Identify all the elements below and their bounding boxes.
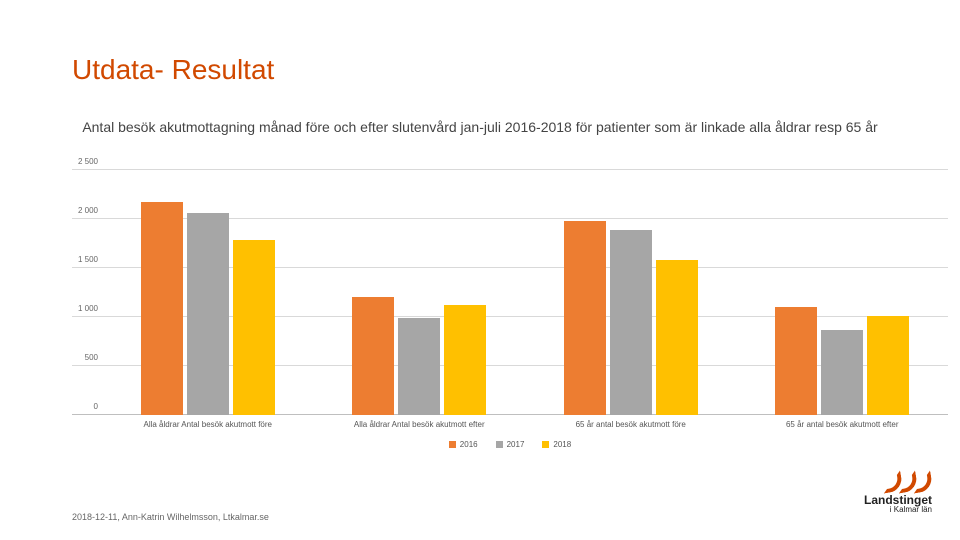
chart-groups: Alla åldrar Antal besök akutmott föreAll… [102, 170, 948, 415]
legend-swatch [449, 441, 456, 448]
bar [352, 297, 394, 415]
chart: 05001 0001 5002 0002 500Alla åldrar Anta… [72, 170, 948, 455]
footer-text: 2018-12-11, Ann-Katrin Wilhelmsson, Ltka… [72, 512, 269, 522]
page-title: Utdata- Resultat [72, 54, 274, 86]
bar-cluster [141, 170, 275, 415]
bar-cluster [352, 170, 486, 415]
legend-label: 2016 [460, 440, 478, 449]
legend-swatch [542, 441, 549, 448]
chart-group: Alla åldrar Antal besök akutmott före [102, 170, 314, 415]
legend-swatch [496, 441, 503, 448]
chart-subtitle: Antal besök akutmottagning månad före oc… [72, 118, 888, 136]
chart-group: 65 år antal besök akutmott före [525, 170, 737, 415]
logo-line2: i Kalmar län [864, 506, 932, 514]
y-tick-label: 2 500 [72, 157, 98, 166]
bar [233, 240, 275, 415]
bar [656, 260, 698, 415]
y-tick-label: 1 500 [72, 255, 98, 264]
legend-item: 2016 [449, 440, 478, 449]
y-tick-label: 1 000 [72, 304, 98, 313]
slide: Utdata- Resultat Antal besök akutmottagn… [0, 0, 960, 540]
bar [867, 316, 909, 415]
chart-group: Alla åldrar Antal besök akutmott efter [314, 170, 526, 415]
legend-item: 2017 [496, 440, 525, 449]
bar [141, 202, 183, 415]
y-tick-label: 2 000 [72, 206, 98, 215]
bar-cluster [564, 170, 698, 415]
logo-arc [910, 470, 933, 493]
group-label: 65 år antal besök akutmott efter [786, 420, 899, 429]
group-label: 65 år antal besök akutmott före [576, 420, 686, 429]
legend-item: 2018 [542, 440, 571, 449]
bar [187, 213, 229, 415]
bar [444, 305, 486, 415]
bar [610, 230, 652, 415]
bar [821, 330, 863, 415]
chart-plot: 05001 0001 5002 0002 500Alla åldrar Anta… [102, 170, 948, 415]
bar-cluster [775, 170, 909, 415]
bar [564, 221, 606, 415]
group-label: Alla åldrar Antal besök akutmott före [143, 420, 272, 429]
y-tick-label: 0 [72, 402, 98, 411]
y-tick-label: 500 [72, 353, 98, 362]
bar [398, 318, 440, 415]
brand-logo: Landstinget i Kalmar län [864, 472, 932, 514]
legend-label: 2017 [507, 440, 525, 449]
bar [775, 307, 817, 415]
logo-mark [864, 472, 932, 492]
group-label: Alla åldrar Antal besök akutmott efter [354, 420, 485, 429]
legend-label: 2018 [553, 440, 571, 449]
chart-legend: 2016 2017 2018 [72, 440, 948, 449]
chart-group: 65 år antal besök akutmott efter [737, 170, 949, 415]
